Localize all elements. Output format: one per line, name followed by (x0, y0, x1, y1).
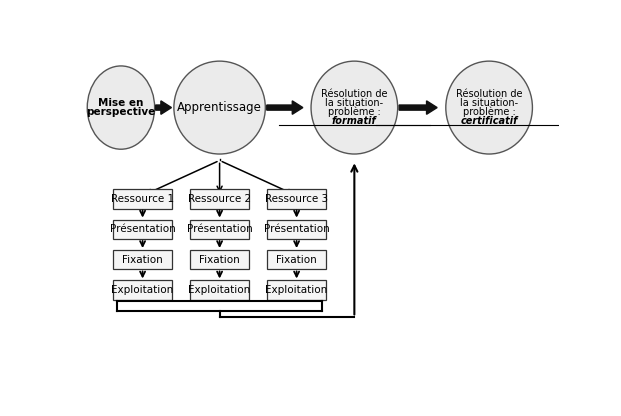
Text: la situation-: la situation- (460, 98, 518, 108)
Text: la situation-: la situation- (325, 98, 383, 108)
Ellipse shape (446, 61, 532, 154)
FancyBboxPatch shape (191, 220, 249, 239)
FancyArrow shape (156, 101, 171, 114)
Text: Résolution de: Résolution de (321, 89, 388, 99)
FancyBboxPatch shape (114, 189, 172, 209)
Text: problème :: problème : (463, 107, 515, 117)
Text: Ressource 1: Ressource 1 (111, 194, 174, 204)
Text: Exploitation: Exploitation (112, 285, 174, 295)
Ellipse shape (87, 66, 155, 149)
Text: Fixation: Fixation (199, 255, 240, 265)
FancyBboxPatch shape (114, 250, 172, 270)
Text: Apprentissage: Apprentissage (177, 101, 262, 114)
Text: Exploitation: Exploitation (266, 285, 328, 295)
FancyBboxPatch shape (191, 189, 249, 209)
Text: Ressource 3: Ressource 3 (265, 194, 328, 204)
Text: Exploitation: Exploitation (189, 285, 251, 295)
Ellipse shape (311, 61, 397, 154)
Text: problème :: problème : (328, 107, 381, 117)
Text: Présentation: Présentation (110, 224, 176, 234)
Text: Présentation: Présentation (187, 224, 253, 234)
FancyBboxPatch shape (268, 250, 326, 270)
FancyBboxPatch shape (191, 250, 249, 270)
FancyBboxPatch shape (191, 280, 249, 300)
Text: Mise en: Mise en (98, 98, 143, 108)
Text: Présentation: Présentation (264, 224, 330, 234)
FancyArrow shape (267, 101, 303, 114)
Text: perspective: perspective (86, 107, 156, 117)
Ellipse shape (174, 61, 265, 154)
FancyBboxPatch shape (268, 280, 326, 300)
FancyBboxPatch shape (268, 220, 326, 239)
Text: formatif: formatif (332, 116, 377, 126)
FancyBboxPatch shape (268, 189, 326, 209)
Text: Résolution de: Résolution de (456, 89, 522, 99)
FancyBboxPatch shape (114, 280, 172, 300)
FancyBboxPatch shape (114, 220, 172, 239)
Text: Fixation: Fixation (276, 255, 317, 265)
Text: certificatif: certificatif (460, 116, 518, 126)
FancyArrow shape (399, 101, 437, 114)
Text: Fixation: Fixation (122, 255, 163, 265)
Text: Ressource 2: Ressource 2 (188, 194, 251, 204)
